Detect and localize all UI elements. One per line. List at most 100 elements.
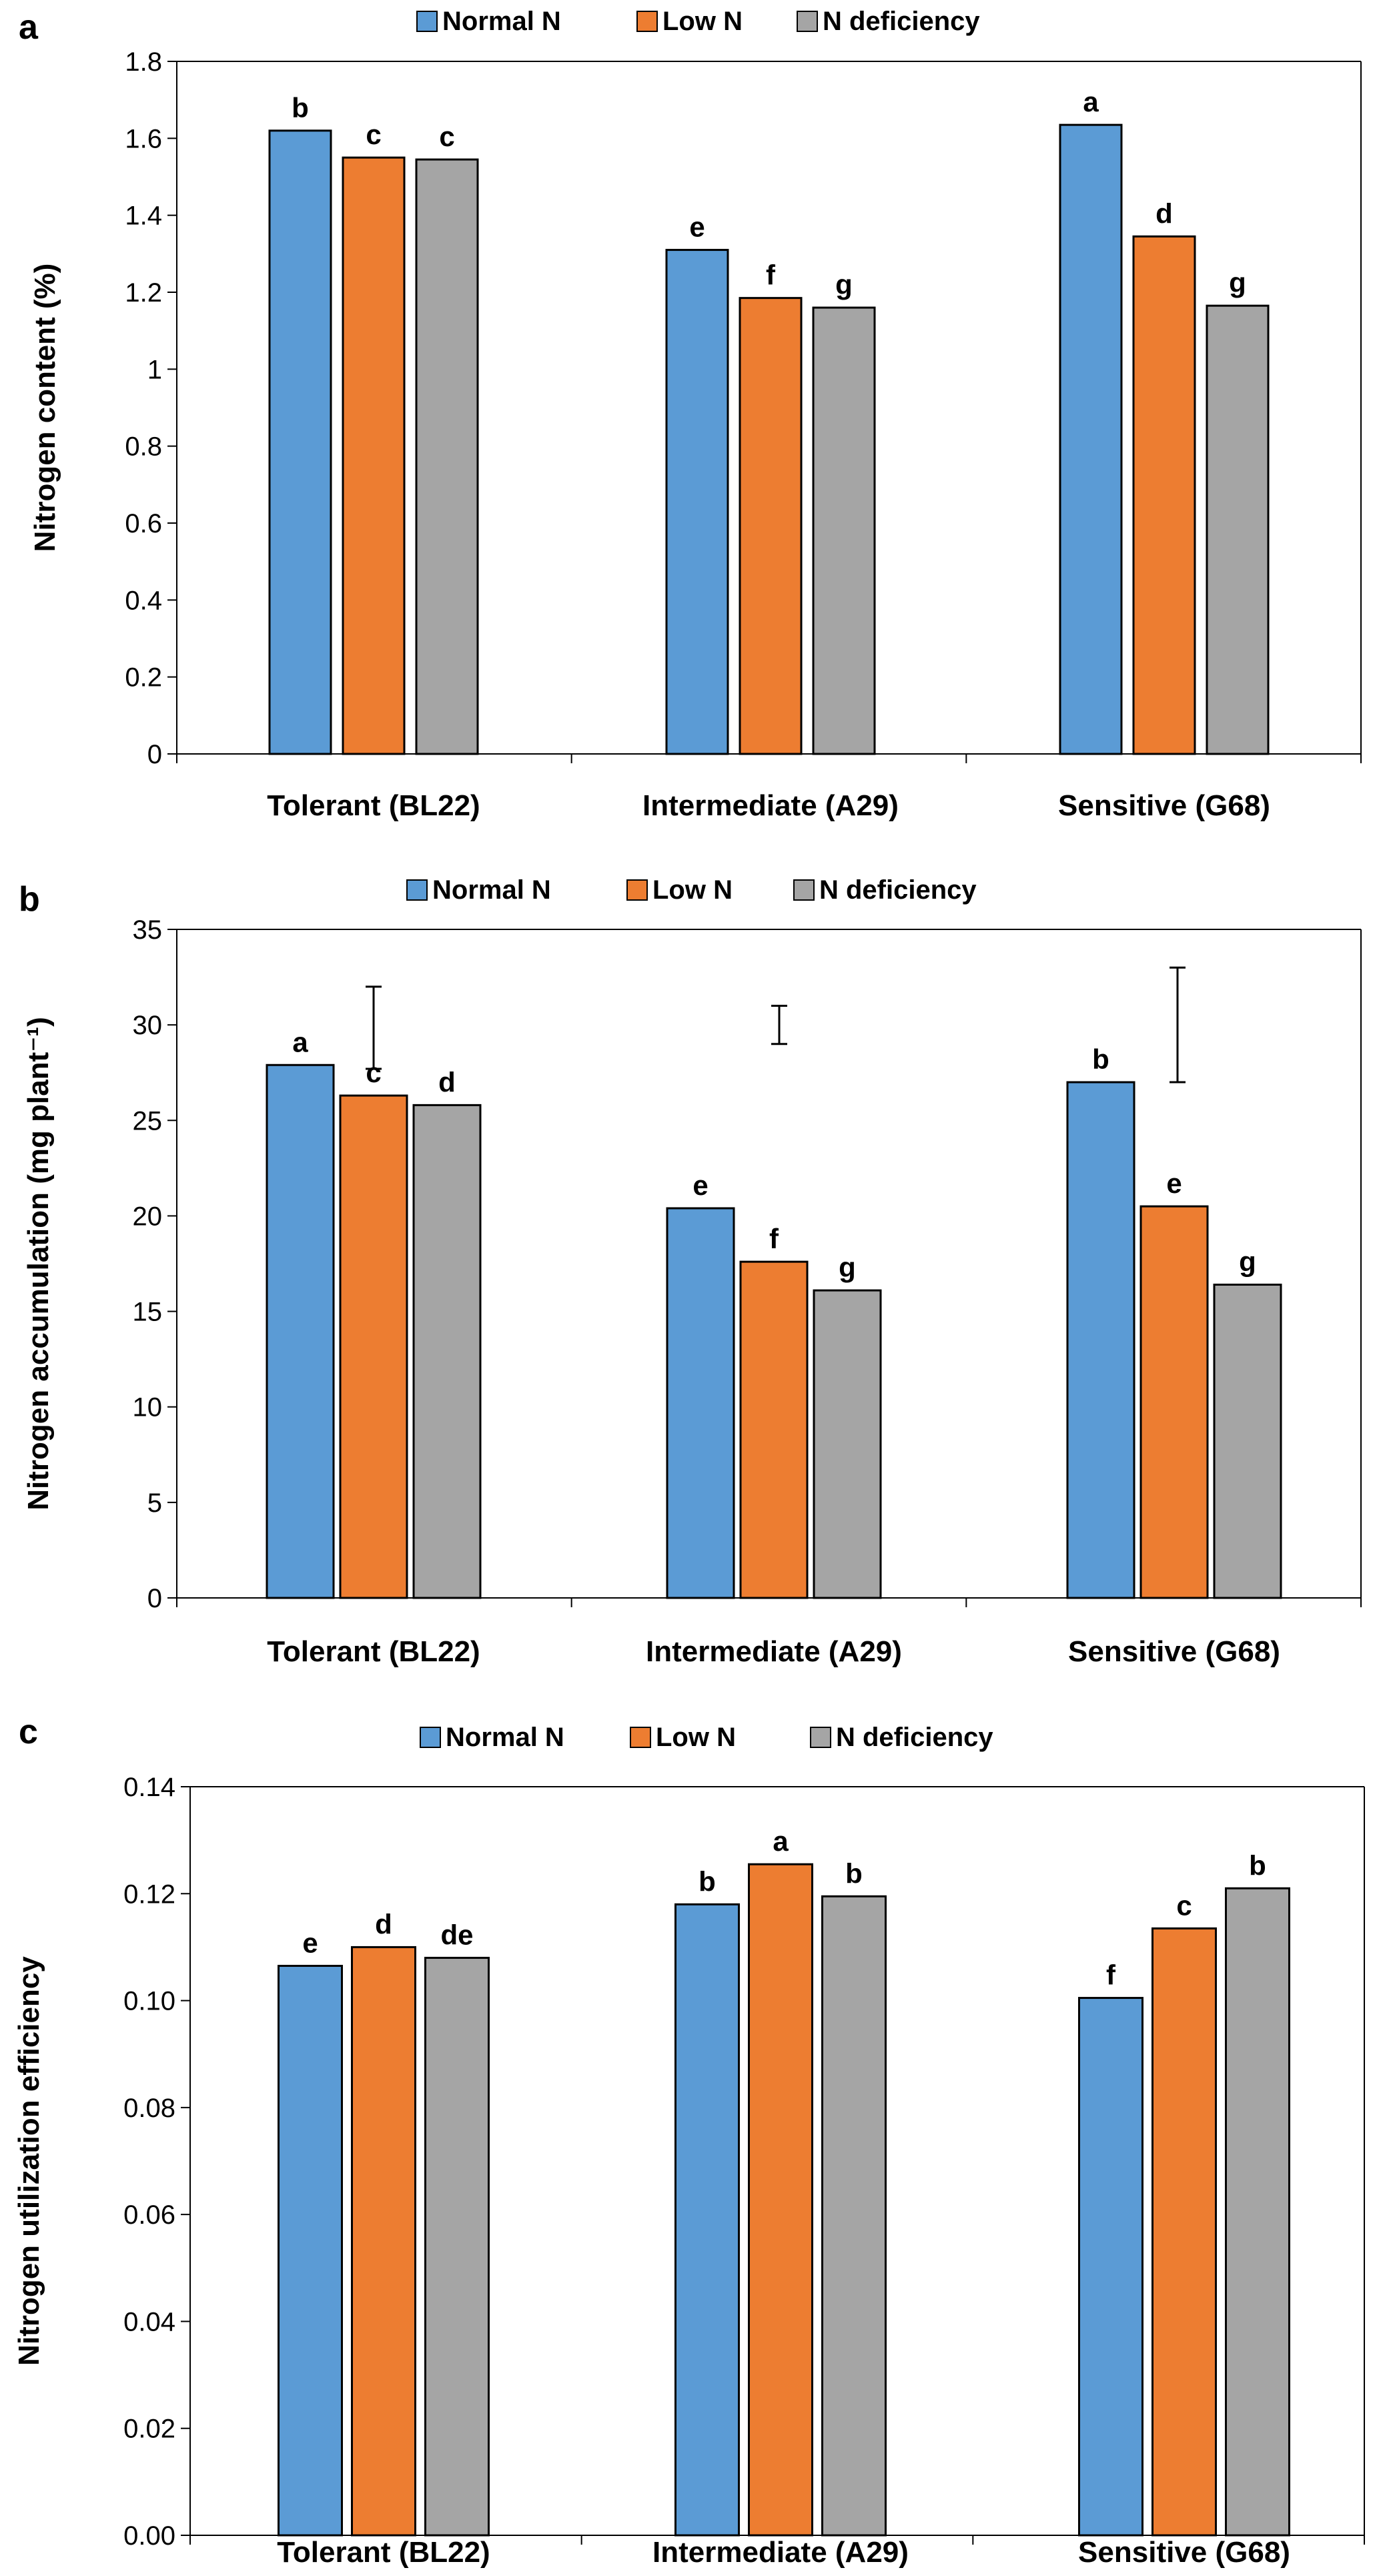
significance-letter: b <box>1249 1849 1266 1881</box>
legend-label: Normal N <box>446 1723 564 1752</box>
legend-swatch <box>797 11 818 32</box>
significance-letter: a <box>773 1825 789 1857</box>
legend-swatch <box>793 879 815 901</box>
significance-letter: de <box>440 1919 473 1950</box>
y-tick-label: 0.12 <box>123 1879 175 1909</box>
significance-letter: e <box>692 1170 708 1201</box>
significance-letter: b <box>292 92 309 123</box>
significance-letter: a <box>292 1026 308 1057</box>
x-category-label: Sensitive (G68) <box>1068 1635 1280 1668</box>
legend-label: N deficiency <box>836 1723 993 1752</box>
bar <box>813 1289 882 1599</box>
bar <box>812 306 876 755</box>
y-tick-label: 30 <box>133 1011 163 1040</box>
panel-label: c <box>19 1713 38 1751</box>
x-category-label: Intermediate (A29) <box>652 2536 909 2569</box>
x-category-label: Tolerant (BL22) <box>267 789 480 822</box>
y-axis-label: Nitrogen content (%) <box>29 264 61 552</box>
bar <box>415 158 479 755</box>
significance-letter: d <box>375 1908 392 1940</box>
legend-swatch <box>406 879 428 901</box>
significance-letter: f <box>769 1223 779 1254</box>
y-tick-label: 0.02 <box>123 2415 175 2444</box>
y-tick-label: 10 <box>133 1393 163 1422</box>
bar <box>412 1104 482 1599</box>
y-tick-label: 0.14 <box>123 1773 175 1802</box>
bar <box>268 129 332 755</box>
significance-letter: g <box>1229 267 1246 298</box>
significance-letter: e <box>1166 1168 1182 1199</box>
bar <box>266 1063 335 1599</box>
bar <box>1151 1927 1217 2537</box>
y-tick-label: 1.8 <box>125 47 162 77</box>
significance-letter: e <box>689 211 705 243</box>
y-tick-label: 0.10 <box>123 1987 175 2016</box>
y-tick-label: 0 <box>147 1584 162 1613</box>
y-axis-label: Nitrogen accumulation (mg plant⁻¹) <box>22 1017 55 1510</box>
legend-label: Normal N <box>432 875 551 905</box>
y-tick-label: 1.6 <box>125 124 162 153</box>
bar <box>666 1207 735 1599</box>
bar <box>1132 235 1196 755</box>
y-axis-label: Nitrogen utilization efficiency <box>13 1956 45 2366</box>
y-tick-label: 0.4 <box>125 586 162 615</box>
y-tick-label: 0.2 <box>125 663 162 693</box>
bar <box>1225 1887 1290 2537</box>
bar <box>1078 1997 1143 2537</box>
legend-label: Normal N <box>442 7 561 36</box>
x-category-label: Intermediate (A29) <box>646 1635 902 1668</box>
significance-letter: c <box>366 1057 381 1088</box>
bar <box>1059 123 1123 755</box>
bar <box>1206 304 1270 755</box>
significance-letter: c <box>1176 1889 1192 1921</box>
significance-letter: b <box>1092 1043 1109 1075</box>
bar <box>278 1964 343 2537</box>
legend-label: Low N <box>656 1723 736 1752</box>
bar <box>1066 1081 1135 1599</box>
legend-swatch <box>810 1727 831 1748</box>
legend-label: Low N <box>652 875 733 905</box>
panel-label: b <box>19 880 40 919</box>
bar <box>339 1094 408 1599</box>
y-tick-label: 0.06 <box>123 2200 175 2230</box>
legend-swatch <box>416 11 438 32</box>
y-tick-label: 5 <box>147 1488 162 1518</box>
significance-letter: c <box>439 121 454 152</box>
x-category-label: Tolerant (BL22) <box>267 1635 480 1668</box>
y-tick-label: 15 <box>133 1298 163 1327</box>
bar <box>739 297 803 755</box>
significance-letter: c <box>366 119 381 150</box>
y-tick-label: 0 <box>147 740 162 769</box>
y-tick-label: 0.08 <box>123 2094 175 2123</box>
bar <box>674 1903 740 2537</box>
bar <box>1213 1283 1282 1599</box>
y-tick-label: 1 <box>147 355 162 384</box>
bar <box>748 1863 813 2537</box>
y-tick-label: 0.00 <box>123 2521 175 2551</box>
bar <box>424 1956 490 2537</box>
x-category-label: Tolerant (BL22) <box>277 2536 490 2569</box>
bar <box>665 249 729 755</box>
significance-letter: g <box>839 1252 856 1283</box>
bar <box>821 1895 887 2537</box>
legend-swatch <box>636 11 658 32</box>
bar <box>739 1260 809 1599</box>
significance-letter: a <box>1083 86 1099 117</box>
legend-label: Low N <box>662 7 743 36</box>
y-tick-label: 35 <box>133 915 163 945</box>
y-tick-label: 1.4 <box>125 201 162 231</box>
legend-swatch <box>630 1727 651 1748</box>
legend-swatch <box>626 879 648 901</box>
significance-letter: g <box>1239 1246 1256 1277</box>
significance-letter: f <box>766 260 776 291</box>
y-tick-label: 0.8 <box>125 432 162 462</box>
panel-label: a <box>19 8 39 47</box>
bar <box>342 156 406 755</box>
bar <box>351 1946 416 2537</box>
significance-letter: g <box>835 269 853 300</box>
y-tick-label: 20 <box>133 1202 163 1231</box>
significance-letter: b <box>845 1857 863 1889</box>
x-category-label: Intermediate (A29) <box>642 789 899 822</box>
significance-letter: f <box>1106 1960 1116 1991</box>
significance-letter: d <box>1155 197 1173 229</box>
